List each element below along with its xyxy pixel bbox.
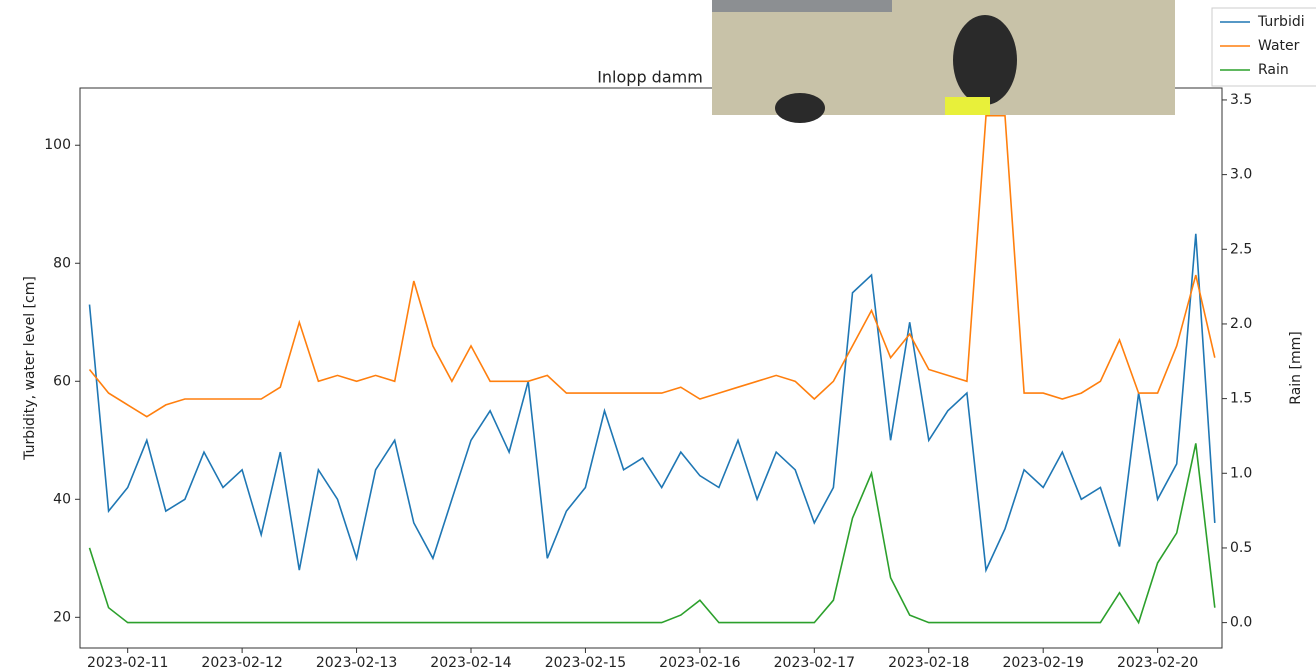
y2-tick-label: 2.5 [1230, 241, 1252, 257]
photo-ground [712, 0, 1175, 115]
x-tick-label: 2023-02-20 [1117, 655, 1198, 671]
y-tick-label: 60 [53, 373, 71, 389]
photo-boot [775, 93, 825, 123]
legend-label: Turbidi [1257, 14, 1305, 30]
y-axis-label: Turbidity, water level [cm] [22, 276, 38, 461]
photo-grate [712, 0, 892, 12]
legend-label: Water [1258, 38, 1300, 54]
x-tick-label: 2023-02-19 [1003, 655, 1084, 671]
x-tick-label: 2023-02-18 [888, 655, 969, 671]
y2-tick-label: 2.0 [1230, 316, 1252, 332]
y2-axis-label: Rain [mm] [1288, 331, 1304, 404]
legend-label: Rain [1258, 62, 1289, 78]
legend-frame [1211, 7, 1316, 87]
x-tick-label: 2023-02-11 [87, 655, 168, 671]
photo-overlay [712, 0, 1175, 123]
series-line [88, 443, 1216, 625]
y2-tick-label: 0.0 [1230, 615, 1252, 631]
x-tick-label: 2023-02-14 [430, 655, 511, 671]
y2-tick-label: 3.5 [1230, 92, 1252, 108]
plot-frame [79, 87, 1223, 649]
y-tick-label: 20 [53, 609, 71, 625]
chart-title: Inlopp damm [597, 68, 703, 87]
legend [1211, 7, 1316, 87]
y-tick-label: 100 [44, 137, 71, 153]
y-tick-label: 80 [53, 255, 71, 271]
y2-tick-label: 1.5 [1230, 391, 1252, 407]
y2-tick-label: 3.0 [1230, 167, 1252, 183]
x-tick-label: 2023-02-12 [201, 655, 282, 671]
x-tick-label: 2023-02-15 [545, 655, 626, 671]
x-tick-label: 2023-02-16 [659, 655, 740, 671]
y2-tick-label: 0.5 [1230, 540, 1252, 556]
y2-tick-label: 1.0 [1230, 465, 1252, 481]
photo-boot [953, 15, 1017, 105]
y-tick-label: 40 [53, 491, 71, 507]
series-line [88, 114, 1216, 418]
photo-vest [945, 97, 990, 115]
x-tick-label: 2023-02-17 [774, 655, 855, 671]
series-line [88, 233, 1216, 574]
x-tick-label: 2023-02-13 [316, 655, 397, 671]
